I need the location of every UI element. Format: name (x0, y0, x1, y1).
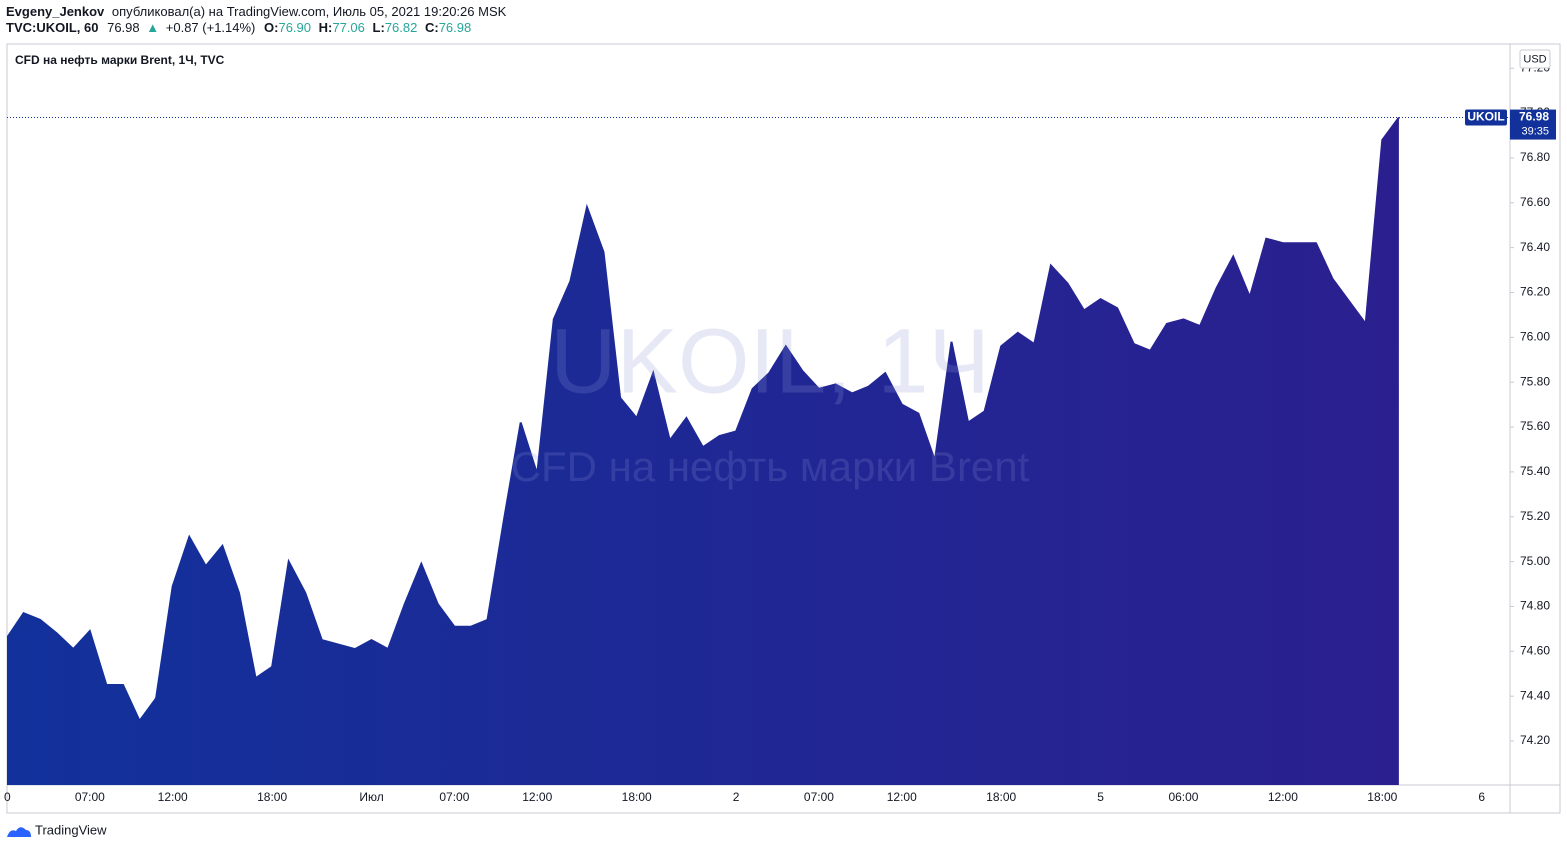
x-tick-label: 07:00 (804, 790, 834, 804)
plot (7, 117, 1510, 785)
x-tick-label: 07:00 (439, 790, 469, 804)
published: опубликовал(а) на TradingView.com, Июль … (112, 4, 507, 19)
x-tick-label: Июл (359, 790, 383, 804)
y-tick-label: 76.60 (1520, 195, 1550, 209)
watermark: UKOIL, 1Ч CFD на нефть марки Brent (511, 310, 1030, 490)
y-tick-label: 75.60 (1520, 419, 1550, 433)
x-tick-label: 12:00 (158, 790, 188, 804)
watermark-subtitle: CFD на нефть марки Brent (511, 443, 1030, 490)
x-tick-label: 12:00 (1268, 790, 1298, 804)
y-tick-label: 74.80 (1520, 599, 1550, 613)
x-tick-label: 5 (1097, 790, 1104, 804)
x-tick-label: 2 (733, 790, 740, 804)
symbol-tag-text: UKOIL (1467, 110, 1504, 124)
countdown: 39:35 (1521, 125, 1549, 137)
x-tick-label: 6 (1478, 790, 1485, 804)
x-tick-label: 18:00 (622, 790, 652, 804)
y-tick-label: 76.20 (1520, 285, 1550, 299)
price: 76.98 (107, 20, 140, 35)
symbol: TVC:UKOIL, 60 (6, 20, 98, 35)
x-tick-label: 18:00 (1367, 790, 1397, 804)
x-tick-label: 12:00 (522, 790, 552, 804)
y-tick-label: 74.20 (1520, 733, 1550, 747)
c: 76.98 (439, 20, 472, 35)
arrow: ▲ (146, 20, 159, 35)
c-label: C: (425, 20, 439, 35)
x-tick-label: 0 (4, 790, 11, 804)
area-fill (7, 117, 1399, 785)
x-tick-label: 07:00 (75, 790, 105, 804)
x-tick-label: 06:00 (1168, 790, 1198, 804)
y-tick-label: 76.00 (1520, 330, 1550, 344)
area-line (7, 117, 1400, 723)
currency-box (1519, 49, 1551, 69)
chart-frame (6, 43, 1561, 814)
user[interactable]: Evgeny_Jenkov (6, 4, 105, 19)
y-tick-label: 75.00 (1520, 554, 1550, 568)
x-tick-label: 18:00 (986, 790, 1016, 804)
x-tick-label: 18:00 (257, 790, 287, 804)
symbol-tag (1465, 109, 1507, 126)
logo-icon (7, 827, 31, 837)
y-tick-label: 74.60 (1520, 644, 1550, 658)
change: +0.87 (+1.14%) (166, 20, 256, 35)
x-tick-label: 12:00 (887, 790, 917, 804)
h-label: H: (319, 20, 333, 35)
y-tick-label: 76.80 (1520, 150, 1550, 164)
header-line: Evgeny_Jenkov опубликовал(а) на TradingV… (6, 4, 507, 19)
watermark-text: UKOIL, 1Ч (550, 310, 990, 412)
chart-title: CFD на нефть марки Brent, 1Ч, TVC (15, 53, 225, 67)
brand: TradingView (35, 822, 107, 837)
o-label: O: (264, 20, 278, 35)
y-tick-label: 76.40 (1520, 240, 1550, 254)
l: 76.82 (385, 20, 418, 35)
y-tick-label: 75.80 (1520, 374, 1550, 388)
price-tag-value: 76.98 (1519, 110, 1549, 124)
l-label: L: (373, 20, 385, 35)
y-tick-label: 75.20 (1520, 509, 1550, 523)
h: 77.06 (332, 20, 365, 35)
o: 76.90 (278, 20, 311, 35)
y-tick-label: 74.40 (1520, 688, 1550, 702)
footer-logo[interactable]: TradingView (7, 822, 107, 837)
currency: USD (1523, 53, 1546, 65)
y-tick-label: 75.40 (1520, 464, 1550, 478)
price-tag (1510, 109, 1556, 140)
quote-line: TVC:UKOIL, 60 76.98 ▲ +0.87 (+1.14%) O:7… (6, 20, 471, 35)
